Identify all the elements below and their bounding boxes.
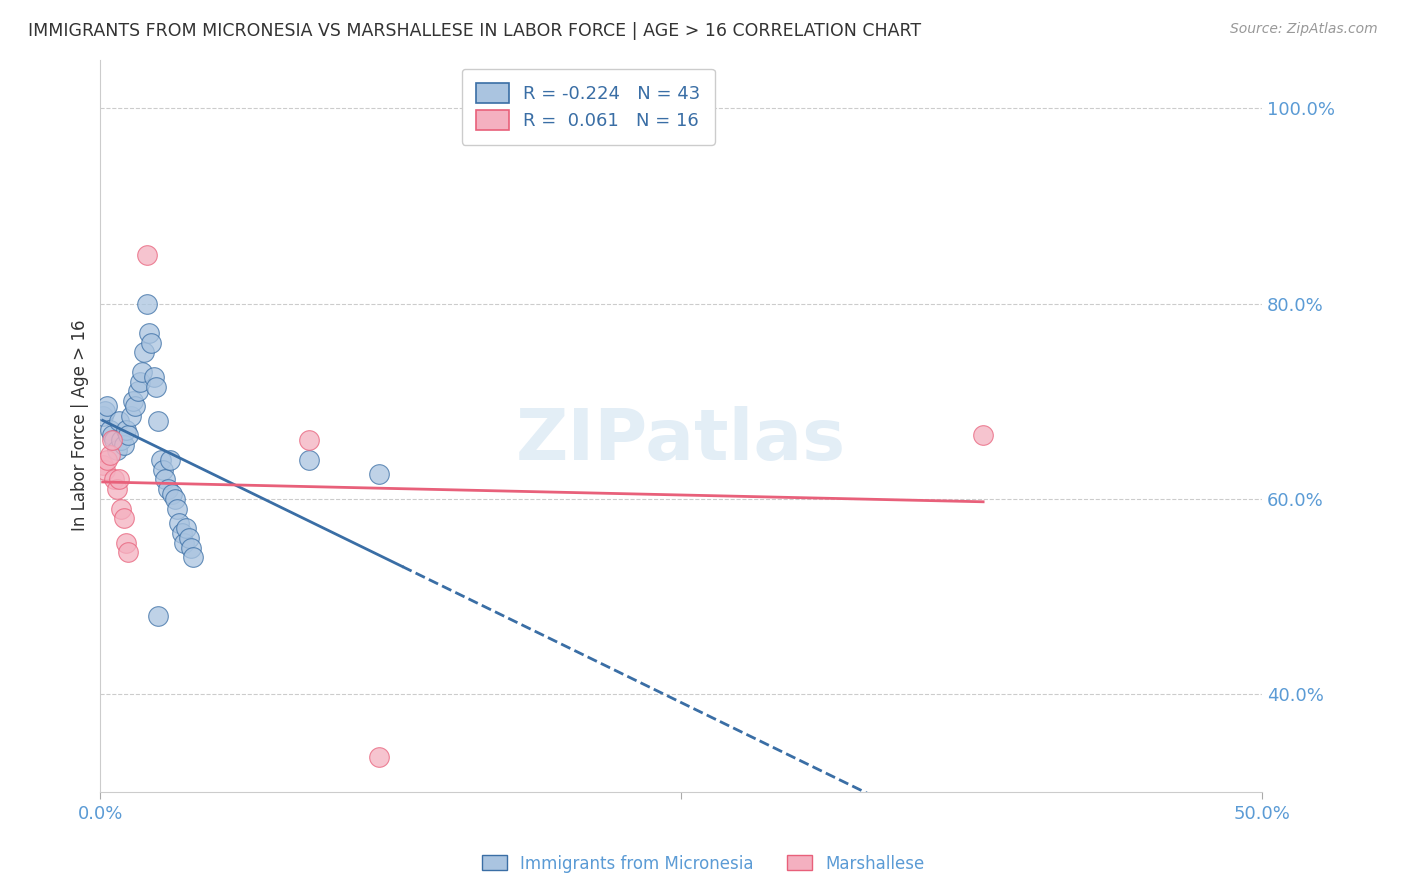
Point — [110, 501, 132, 516]
Point — [134, 345, 156, 359]
Point — [98, 448, 121, 462]
Point — [298, 452, 321, 467]
Point — [112, 438, 135, 452]
Point — [103, 472, 125, 486]
Point — [138, 326, 160, 340]
Point — [115, 424, 138, 438]
Point — [162, 487, 184, 501]
Point — [166, 501, 188, 516]
Point — [141, 335, 163, 350]
Point — [91, 458, 114, 472]
Text: ZIPatlas: ZIPatlas — [516, 406, 846, 475]
Text: Source: ZipAtlas.com: Source: ZipAtlas.com — [1230, 22, 1378, 37]
Point — [94, 404, 117, 418]
Point — [148, 414, 170, 428]
Point — [105, 482, 128, 496]
Point — [142, 369, 165, 384]
Text: IMMIGRANTS FROM MICRONESIA VS MARSHALLESE IN LABOR FORCE | AGE > 16 CORRELATION : IMMIGRANTS FROM MICRONESIA VS MARSHALLES… — [28, 22, 921, 40]
Point — [94, 462, 117, 476]
Point — [120, 409, 142, 423]
Point — [98, 424, 121, 438]
Point — [128, 375, 150, 389]
Point — [135, 296, 157, 310]
Point — [91, 409, 114, 423]
Point — [122, 394, 145, 409]
Point — [173, 535, 195, 549]
Point — [117, 428, 139, 442]
Point — [127, 384, 149, 399]
Point — [177, 531, 200, 545]
Point — [117, 545, 139, 559]
Point — [156, 482, 179, 496]
Point — [972, 428, 994, 442]
Point — [96, 399, 118, 413]
Point — [148, 608, 170, 623]
Y-axis label: In Labor Force | Age > 16: In Labor Force | Age > 16 — [72, 320, 89, 532]
Point — [368, 750, 391, 764]
Point — [368, 467, 391, 482]
Point — [298, 434, 321, 448]
Point — [135, 248, 157, 262]
Point — [108, 472, 131, 486]
Point — [103, 434, 125, 448]
Point — [181, 550, 204, 565]
Point — [112, 511, 135, 525]
Point — [124, 399, 146, 413]
Point — [108, 414, 131, 428]
Point — [101, 428, 124, 442]
Point — [105, 442, 128, 457]
Point — [115, 535, 138, 549]
Point — [159, 452, 181, 467]
Point — [163, 491, 186, 506]
Point — [145, 379, 167, 393]
Point — [149, 452, 172, 467]
Point — [176, 521, 198, 535]
Point — [152, 462, 174, 476]
Point — [110, 434, 132, 448]
Point — [101, 434, 124, 448]
Point — [170, 525, 193, 540]
Point — [155, 472, 177, 486]
Legend: Immigrants from Micronesia, Marshallese: Immigrants from Micronesia, Marshallese — [475, 848, 931, 880]
Point — [96, 452, 118, 467]
Point — [169, 516, 191, 531]
Point — [131, 365, 153, 379]
Legend: R = -0.224   N = 43, R =  0.061   N = 16: R = -0.224 N = 43, R = 0.061 N = 16 — [461, 69, 714, 145]
Point — [180, 541, 202, 555]
